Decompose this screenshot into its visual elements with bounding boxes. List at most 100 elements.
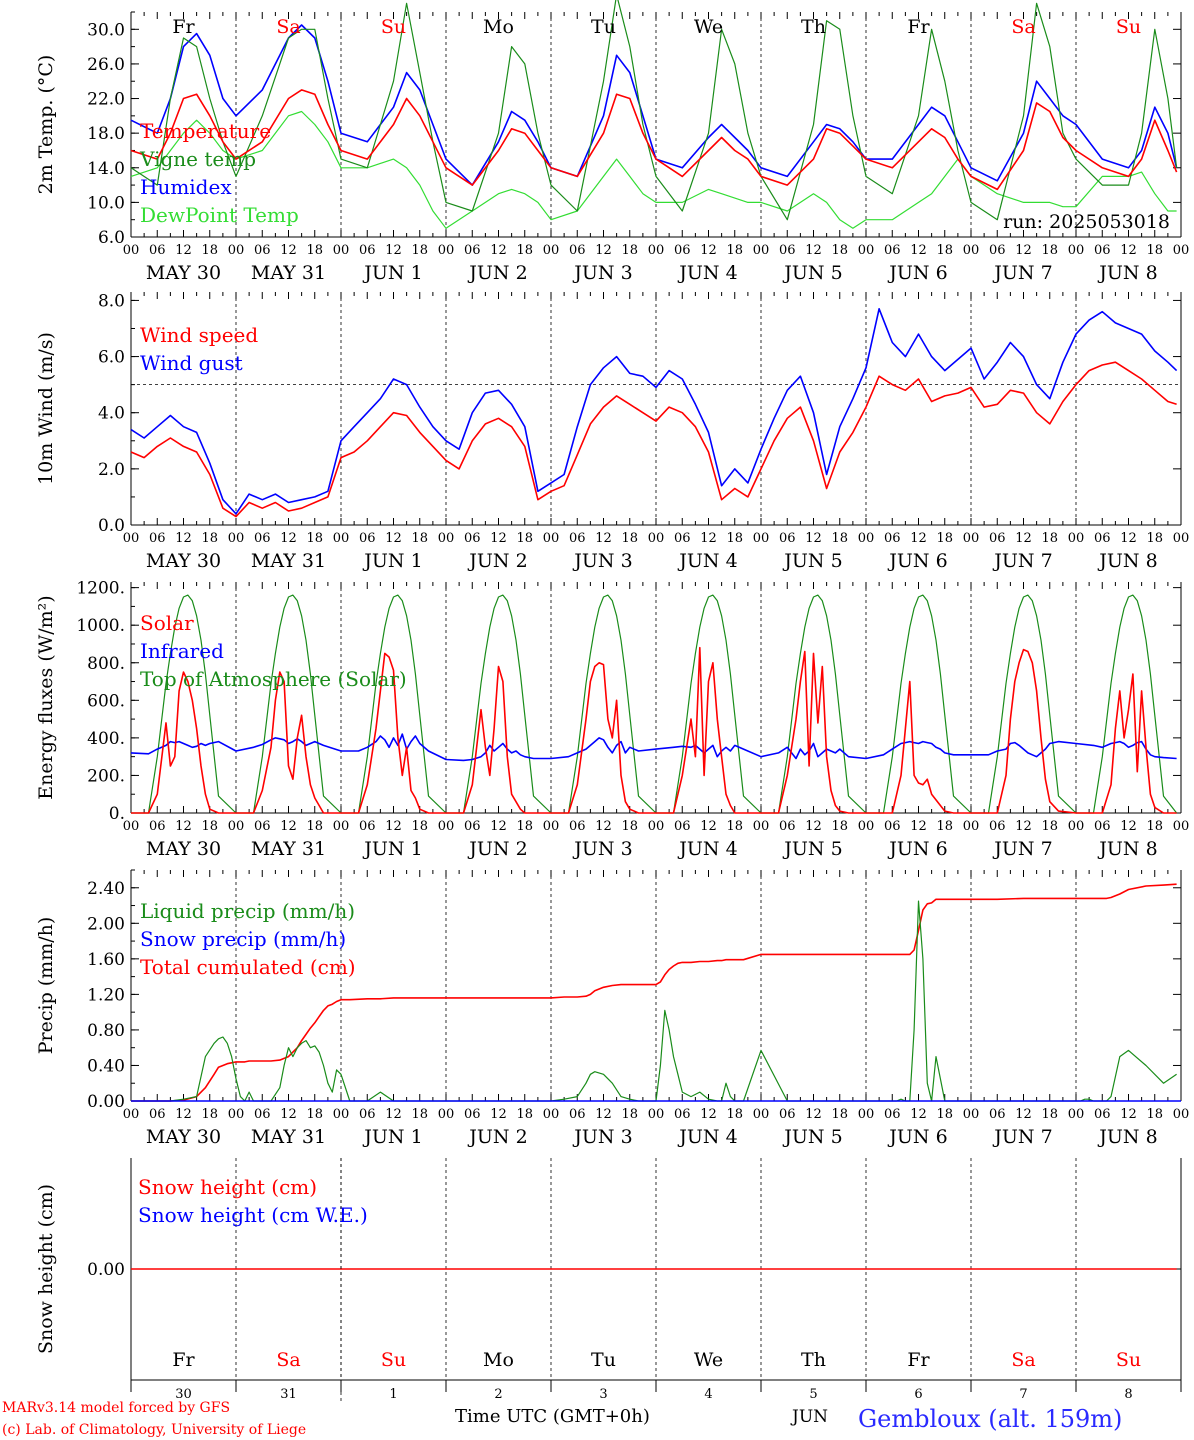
legend-entry-humidex: Humidex <box>140 175 232 199</box>
panel-2-date-label: JUN 1 <box>362 838 422 860</box>
time-axis-label: Time UTC (GMT+0h) <box>455 1406 650 1427</box>
panel-0-y-tick-label: 18.0 <box>87 124 125 144</box>
top-dow-label: Fr <box>172 16 195 38</box>
panel-2-hour-label: 06 <box>1094 819 1111 834</box>
panel-1-hour-label: 06 <box>884 531 901 546</box>
panel-1-hour-label: 18 <box>516 531 533 546</box>
panel-0-hour-label: 18 <box>831 243 848 258</box>
panel-0-hour-label: 18 <box>306 243 323 258</box>
series-line-total-cumulated-cm- <box>131 883 1177 1102</box>
panel-3-hour-label: 06 <box>359 1107 376 1122</box>
series-line-wind-speed <box>130 361 1177 518</box>
legend-entry-snow-precip-mm-h-: Snow precip (mm/h) <box>140 927 346 951</box>
panel-1-hour-label: 12 <box>175 531 192 546</box>
panel-3-hour-label: 12 <box>175 1107 192 1122</box>
panel-3-date-label: JUN 3 <box>572 1126 632 1148</box>
panel-0-hour-label: 00 <box>963 243 980 258</box>
panel-1-date-label: JUN 4 <box>677 550 737 572</box>
bottom-day-number: 3 <box>599 1387 607 1402</box>
bottom-day-number: 5 <box>809 1387 817 1402</box>
top-dow-label: Sa <box>1011 16 1035 38</box>
panel-1-hour-label: 12 <box>805 531 822 546</box>
panel-3-date-label: JUN 7 <box>992 1126 1052 1148</box>
panel-1-date-label: JUN 8 <box>1097 550 1157 572</box>
panel-2-hour-label: 00 <box>858 819 875 834</box>
legend-entry-vigne-temp: Vigne temp <box>139 147 256 171</box>
panel-2-hour-label: 12 <box>280 819 297 834</box>
bottom-dow-label: Sa <box>276 1349 300 1371</box>
model-credit-line-1: MARv3.14 model forced by GFS <box>2 1400 230 1416</box>
panel-2-hour-label: 12 <box>1015 819 1032 834</box>
legend-entry-snow-height-cm-w-e-: Snow height (cm W.E.) <box>138 1203 368 1227</box>
panel-2-hour-label: 00 <box>753 819 770 834</box>
panel-1-hour-label: 00 <box>228 531 245 546</box>
panel-3-date-label: MAY 31 <box>251 1126 326 1148</box>
panel-3-hour-label: 12 <box>805 1107 822 1122</box>
panel-1-hour-label: 06 <box>989 531 1006 546</box>
panel-1-hour-label: 00 <box>963 531 980 546</box>
panel-3-hour-label: 18 <box>1041 1107 1058 1122</box>
panel-3-y-axis-label: Precip (mm/h) <box>35 917 57 1055</box>
top-dow-label: Tu <box>591 16 616 38</box>
panel-1-hour-label: 18 <box>306 531 323 546</box>
panel-1-y-tick-label: 0.0 <box>98 516 125 536</box>
panel-2-hour-label: 18 <box>411 819 428 834</box>
bottom-day-number: 31 <box>280 1387 297 1402</box>
panel-1-hour-label: 18 <box>726 531 743 546</box>
bottom-dow-label: Su <box>1116 1349 1141 1371</box>
panel-0-y-tick-label: 26.0 <box>87 55 125 75</box>
panel-0-y-tick-label: 14.0 <box>87 159 125 179</box>
bottom-day-number: 8 <box>1124 1387 1132 1402</box>
panel-0-hour-label: 12 <box>490 243 507 258</box>
panel-0-hour-label: 06 <box>884 243 901 258</box>
panel-2-hour-label: 06 <box>779 819 796 834</box>
panel-0-date-label: MAY 30 <box>146 262 221 284</box>
panel-2-date-label: JUN 8 <box>1097 838 1157 860</box>
panel-2-hour-label: 18 <box>306 819 323 834</box>
panel-1-y-tick-label: 8.0 <box>98 291 125 311</box>
panel-2-hour-label: 12 <box>805 819 822 834</box>
panel-3-hour-label: 00 <box>858 1107 875 1122</box>
legend-entry-dewpoint-temp: DewPoint Temp <box>140 203 299 227</box>
panel-3-y-tick-label: 0.00 <box>87 1092 125 1112</box>
panel-1-hour-label: 00 <box>858 531 875 546</box>
panel-0-y-tick-label: 10.0 <box>87 193 125 213</box>
panel-0-date-label: JUN 8 <box>1097 262 1157 284</box>
panel-3-y-tick-label: 1.60 <box>87 950 125 970</box>
panel-1-hour-label: 12 <box>700 531 717 546</box>
panel-3-hour-label: 06 <box>149 1107 166 1122</box>
panel-0-hour-label: 00 <box>648 243 665 258</box>
panel-2-hour-label: 06 <box>464 819 481 834</box>
panel-3-hour-label: 00 <box>228 1107 245 1122</box>
top-dow-label: We <box>694 16 723 38</box>
panel-3-hour-label: 18 <box>411 1107 428 1122</box>
panel-0-hour-label: 18 <box>411 243 428 258</box>
panel-1-date-label: JUN 1 <box>362 550 422 572</box>
panel-2-hour-label: 00 <box>438 819 455 834</box>
panel-1-hour-label: 06 <box>359 531 376 546</box>
run-annotation: run: 2025053018 <box>1003 211 1170 233</box>
bottom-dow-label: Th <box>801 1349 826 1371</box>
panel-3-date-label: JUN 2 <box>467 1126 527 1148</box>
bottom-dow-label: Su <box>381 1349 406 1371</box>
panel-0-date-label: JUN 7 <box>992 262 1052 284</box>
panel-2-hour-label: 06 <box>674 819 691 834</box>
panel-3-hour-label: 18 <box>831 1107 848 1122</box>
panel-2-hour-label: 12 <box>175 819 192 834</box>
bottom-day-number: 4 <box>704 1387 712 1402</box>
panel-0-hour-label: 18 <box>516 243 533 258</box>
panel-1-hour-label: 00 <box>438 531 455 546</box>
panel-1-hour-label: 06 <box>149 531 166 546</box>
panel-3-hour-label: 12 <box>595 1107 612 1122</box>
panel-3-hour-label: 06 <box>254 1107 271 1122</box>
panel-0-date-label: JUN 4 <box>677 262 737 284</box>
panel-0-hour-label: 00 <box>543 243 560 258</box>
panel-0-hour-label: 12 <box>700 243 717 258</box>
panel-3-hour-label: 18 <box>1146 1107 1163 1122</box>
panel-2-hour-label: 18 <box>1146 819 1163 834</box>
panel-1-hour-label: 18 <box>411 531 428 546</box>
panel-1-date-label: JUN 5 <box>782 550 842 572</box>
top-dow-label: Fr <box>907 16 930 38</box>
bottom-day-number: 2 <box>494 1387 502 1402</box>
panel-3-hour-label: 00 <box>963 1107 980 1122</box>
